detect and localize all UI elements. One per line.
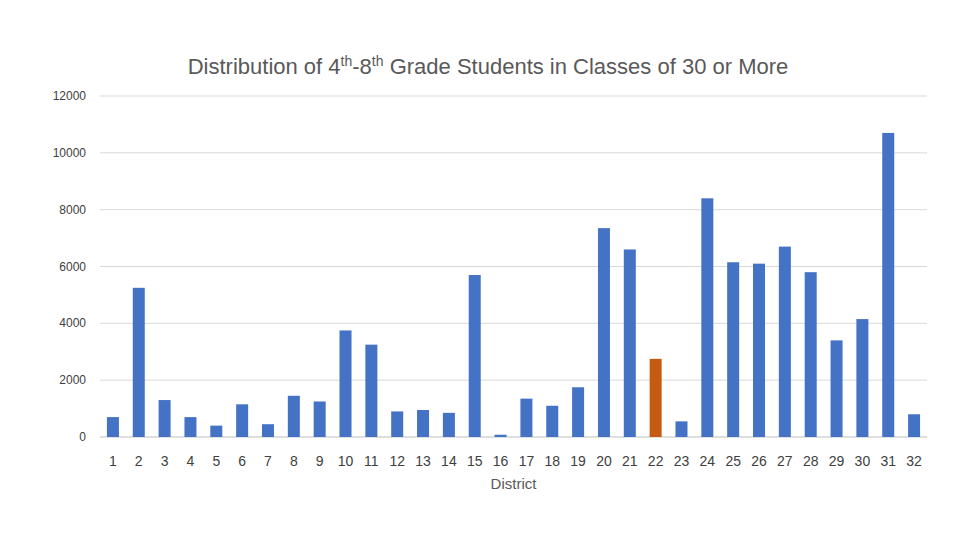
x-tick-label: 11: [364, 453, 379, 469]
grid-line: [100, 380, 927, 381]
bar: [288, 396, 300, 437]
bar: [340, 330, 352, 437]
bar: [882, 133, 894, 437]
x-tick-label: 2: [135, 453, 143, 469]
x-tick-label: 7: [264, 453, 272, 469]
x-tick-label: 3: [161, 453, 169, 469]
x-tick-label: 18: [544, 453, 560, 469]
x-tick-label: 19: [570, 453, 586, 469]
bar: [159, 400, 171, 437]
x-tick-label: 27: [777, 453, 793, 469]
x-tick-label: 21: [622, 453, 638, 469]
title-part: 8: [360, 54, 372, 79]
x-tick-label: 5: [212, 453, 220, 469]
x-tick-label: 30: [855, 453, 871, 469]
x-tick-label: 14: [441, 453, 457, 469]
x-tick-label: 13: [415, 453, 431, 469]
title-superscript: th: [372, 53, 384, 69]
grid-line: [100, 437, 927, 438]
y-tick-label: 6000: [59, 260, 86, 274]
x-tick-label: 23: [674, 453, 690, 469]
y-tick-label: 4000: [59, 316, 86, 330]
bar: [701, 198, 713, 437]
bar: [624, 249, 636, 437]
bar: [520, 399, 532, 437]
y-tick-label: 12000: [53, 89, 87, 103]
x-tick-label: 9: [316, 453, 324, 469]
x-tick-label: 15: [467, 453, 483, 469]
grid-line: [100, 266, 927, 267]
bar: [779, 247, 791, 437]
x-tick-label: 25: [725, 453, 741, 469]
x-tick-label: 31: [880, 453, 896, 469]
x-tick-label: 26: [751, 453, 767, 469]
x-tick-label: 8: [290, 453, 298, 469]
bar: [546, 406, 558, 437]
bar: [184, 417, 196, 437]
bar: [417, 410, 429, 437]
x-tick-label: 4: [187, 453, 195, 469]
bar: [650, 359, 662, 437]
x-tick-label: 29: [829, 453, 845, 469]
chart: Distribution of 4th-8th Grade Students i…: [0, 0, 960, 540]
bar: [675, 421, 687, 437]
x-tick-label: 10: [338, 453, 354, 469]
y-tick-label: 10000: [53, 146, 87, 160]
bar: [314, 401, 326, 437]
x-tick-label: 12: [389, 453, 405, 469]
y-tick-label: 8000: [59, 203, 86, 217]
grid-line: [100, 152, 927, 153]
bar: [365, 345, 377, 437]
bar: [107, 417, 119, 437]
bar: [598, 228, 610, 437]
bar: [856, 319, 868, 437]
bar: [443, 413, 455, 437]
title-part: Grade Students in Classes of 30 or More: [384, 54, 789, 79]
bars: [107, 133, 920, 437]
x-axis-label: District: [491, 475, 538, 492]
bar: [727, 262, 739, 437]
bar: [469, 275, 481, 437]
bar: [572, 387, 584, 437]
x-tick-label: 6: [238, 453, 246, 469]
grid-line: [100, 323, 927, 324]
bar: [262, 424, 274, 437]
bar: [210, 426, 222, 437]
bar: [908, 414, 920, 437]
y-tick-label: 2000: [59, 373, 86, 387]
title-superscript: th: [341, 53, 353, 69]
title: Distribution of 4th-8th Grade Students i…: [188, 53, 789, 79]
grid-line: [100, 96, 927, 97]
x-tick-label: 32: [906, 453, 922, 469]
x-tick-label: 17: [519, 453, 535, 469]
grid-line: [100, 209, 927, 210]
bar: [133, 288, 145, 437]
title-part: -: [352, 54, 359, 79]
bar: [236, 404, 248, 437]
bar: [805, 272, 817, 437]
bar: [753, 264, 765, 437]
bar: [831, 340, 843, 437]
x-tick-label: 24: [700, 453, 716, 469]
bar: [391, 411, 403, 437]
bar: [495, 435, 507, 437]
title-part: Distribution of: [188, 54, 329, 79]
x-tick-label: 16: [493, 453, 509, 469]
x-tick-label: 1: [109, 453, 117, 469]
x-tick-label: 22: [648, 453, 664, 469]
x-tick-label: 20: [596, 453, 612, 469]
title-part: 4: [328, 54, 340, 79]
x-tick-label: 28: [803, 453, 819, 469]
y-tick-label: 0: [79, 430, 86, 444]
